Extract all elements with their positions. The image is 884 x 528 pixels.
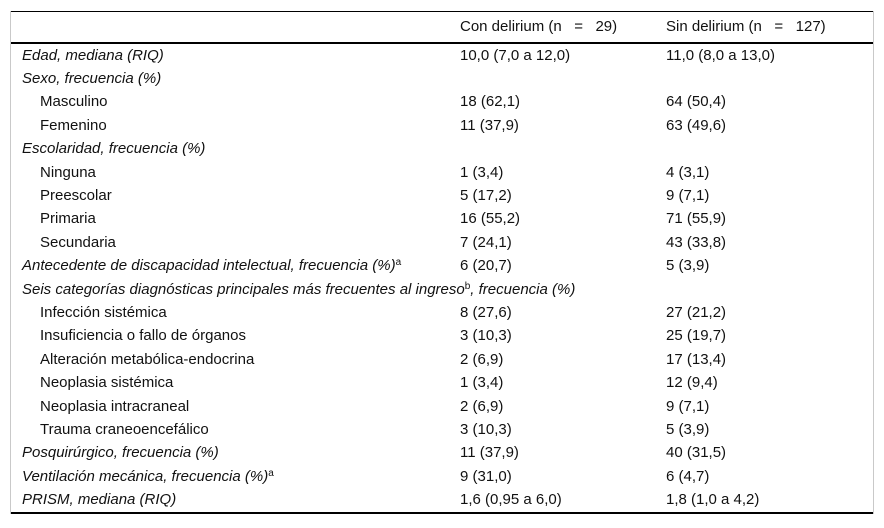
row-label: Ninguna (40, 163, 96, 181)
table-row: Femenino 11 (37,9) 63 (49,6) (11, 114, 873, 137)
header-con-delirium: Con delirium (n = 29) (460, 11, 666, 44)
table-row: PRISM, mediana (RIQ) 1,6 (0,95 a 6,0) 1,8 … (11, 488, 873, 512)
value-cell-con-delirium: 3 (10,3) (460, 421, 512, 438)
value-cell-con-delirium: 7 (24,1) (460, 233, 512, 251)
value-cell-sin-delirium: 40 (31,5) (666, 444, 727, 462)
value-cell-con-delirium (460, 67, 666, 90)
row-label: Neoplasia intracraneal (40, 397, 190, 415)
table-row: Posquirúrgico, frecuencia (%) 11 (37,9) 40… (11, 441, 873, 464)
table-row: Neoplasia intracraneal 2 (6,9) 9 (7,1) (11, 395, 873, 418)
value-cell-sin-delirium: 12 (9,4) (666, 374, 718, 392)
table-header: Con delirium (n = 29) Sin delirium (n = … (11, 11, 873, 44)
value-cell-sin-delirium: 9 (7,1) (666, 397, 710, 415)
value-cell-sin-delirium: 43 (33,8) (666, 233, 727, 251)
table-row: Ventilación mecánica, frecuencia (%)a 9 (… (11, 465, 873, 488)
value-cell-con-delirium: 2 (6,9) (460, 350, 504, 368)
value-cell-sin-delirium: 11,0 (8,0 a 13,0) (666, 46, 775, 64)
row-label: Ventilación mecánica, frecuencia (%)a (22, 467, 274, 485)
row-label: Seis categorías diagnósticas principales… (22, 280, 576, 298)
value-cell-con-delirium: 16 (55,2) (460, 210, 521, 228)
value-cell-con-delirium: 1,6 (0,95 a 6,0) (460, 491, 562, 509)
value-cell-con-delirium: 2 (6,9) (460, 397, 504, 415)
value-cell-sin-delirium: 6 (4,7) (666, 467, 710, 485)
value-cell-con-delirium: 11 (37,9) (460, 116, 519, 134)
value-cell-con-delirium: 6 (20,7) (460, 257, 512, 275)
table-row: Secundaria 7 (24,1) 43 (33,8) (11, 231, 873, 254)
value-cell-con-delirium: 5 (17,2) (460, 186, 512, 204)
value-cell-con-delirium: 1 (3,4) (460, 374, 504, 392)
table-row: Masculino 18 (62,1) 64 (50,4) (11, 90, 873, 113)
table-row: Ninguna 1 (3,4) 4 (3,1) (11, 161, 873, 184)
row-label: Alteración metabólica-endocrina (40, 350, 255, 368)
table-row: Antecedente de discapacidad intelectual,… (11, 254, 873, 277)
header-sin-delirium: Sin delirium (n = 127) (666, 11, 873, 44)
header-row: Con delirium (n = 29) Sin delirium (n = … (11, 11, 873, 44)
value-cell-sin-delirium: 27 (21,2) (666, 303, 727, 321)
table-row: Edad, mediana (RIQ) 10,0 (7,0 a 12,0) 11,0… (11, 43, 873, 67)
delirium-comparison-table: Con delirium (n = 29) Sin delirium (n = … (11, 11, 873, 514)
value-cell-sin-delirium: 9 (7,1) (666, 186, 710, 204)
table-row: Escolaridad, frecuencia (%) (11, 137, 873, 160)
row-label: Escolaridad, frecuencia (%) (22, 140, 206, 158)
value-cell-sin-delirium: 5 (3,9) (666, 421, 710, 438)
row-label: Sexo, frecuencia (%) (22, 69, 162, 87)
row-label: Antecedente de discapacidad intelectual,… (22, 257, 402, 275)
value-cell-con-delirium: 18 (62,1) (460, 93, 521, 111)
row-label: Primaria (40, 210, 96, 228)
value-cell-con-delirium: 11 (37,9) (460, 444, 519, 462)
value-cell-con-delirium: 3 (10,3) (460, 327, 512, 345)
row-label: Femenino (40, 116, 107, 134)
table-row: Alteración metabólica-endocrina 2 (6,9) 17… (11, 348, 873, 371)
table-frame: Con delirium (n = 29) Sin delirium (n = … (10, 11, 874, 514)
value-cell-sin-delirium: 64 (50,4) (666, 93, 727, 111)
table-row: Insuficiencia o fallo de órganos 3 (10,3)… (11, 324, 873, 347)
value-cell-sin-delirium: 63 (49,6) (666, 116, 727, 134)
table-row: Preescolar 5 (17,2) 9 (7,1) (11, 184, 873, 207)
value-cell-sin-delirium (666, 278, 873, 301)
value-cell-sin-delirium: 4 (3,1) (666, 163, 710, 181)
row-label: Infección sistémica (40, 303, 167, 321)
row-label: Insuficiencia o fallo de órganos (40, 327, 246, 345)
value-cell-sin-delirium: 71 (55,9) (666, 210, 727, 228)
table-row: Primaria 16 (55,2) 71 (55,9) (11, 207, 873, 230)
row-label: Edad, mediana (RIQ) (22, 46, 164, 64)
table-row: Neoplasia sistémica 1 (3,4) 12 (9,4) (11, 371, 873, 394)
footnote-marker: b (464, 280, 471, 292)
value-cell-sin-delirium (666, 137, 873, 160)
row-label: Preescolar (40, 186, 112, 204)
value-cell-con-delirium (460, 137, 666, 160)
row-label: Masculino (40, 93, 108, 111)
table-row: Infección sistémica 8 (27,6) 27 (21,2) (11, 301, 873, 324)
row-label: Neoplasia sistémica (40, 374, 174, 392)
footnote-marker: a (395, 257, 402, 269)
footnote-marker: a (268, 467, 274, 479)
value-cell-sin-delirium (666, 67, 873, 90)
value-cell-con-delirium: 9 (31,0) (460, 467, 512, 485)
value-cell-con-delirium: 8 (27,6) (460, 303, 512, 321)
table-row: Sexo, frecuencia (%) (11, 67, 873, 90)
row-label: Posquirúrgico, frecuencia (%) (22, 444, 219, 462)
value-cell-sin-delirium: 1,8 (1,0 a 4,2) (666, 491, 760, 509)
table-row: Seis categorías diagnósticas principales… (11, 278, 873, 301)
value-cell-sin-delirium: 5 (3,9) (666, 257, 710, 275)
value-cell-con-delirium: 1 (3,4) (460, 163, 504, 181)
table-row: Trauma craneoencefálico 3 (10,3) 5 (3,9) (11, 418, 873, 441)
row-label: PRISM, mediana (RIQ) (22, 491, 177, 509)
value-cell-sin-delirium: 25 (19,7) (666, 327, 727, 345)
value-cell-sin-delirium: 17 (13,4) (666, 350, 727, 368)
row-label: Secundaria (40, 233, 116, 251)
header-empty-cell (11, 11, 460, 44)
value-cell-con-delirium: 10,0 (7,0 a 12,0) (460, 46, 571, 64)
row-label: Trauma craneoencefálico (40, 421, 209, 438)
table-body: Edad, mediana (RIQ) 10,0 (7,0 a 12,0) 11,0… (11, 43, 873, 513)
